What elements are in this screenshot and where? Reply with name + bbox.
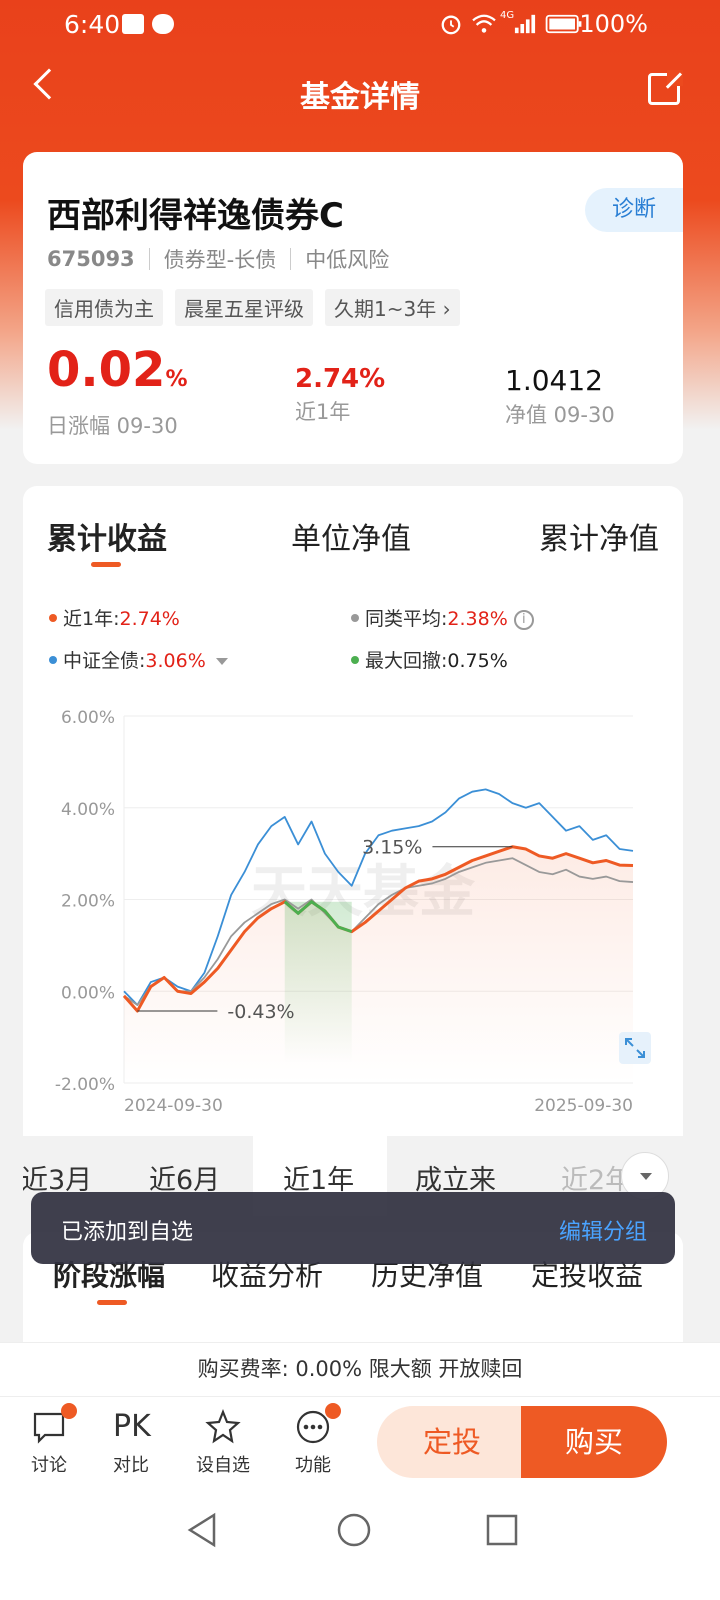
nav-recents-icon[interactable] bbox=[486, 1513, 518, 1547]
fund-tags: 信用债为主 晨星五星评级 久期1~3年 › bbox=[45, 289, 460, 326]
purchase-fee-info: 购买费率: 0.00% 限大额 开放赎回 bbox=[0, 1342, 720, 1396]
toast-message: 已添加到自选 编辑分组 bbox=[31, 1192, 675, 1264]
status-bar: 6:40 4G 100% bbox=[0, 0, 720, 48]
y-tick-label: 2.00% bbox=[61, 892, 115, 912]
active-section-indicator bbox=[97, 1300, 127, 1305]
page-title: 基金详情 bbox=[300, 80, 420, 115]
daily-change-label: 日涨幅 09-30 bbox=[47, 414, 178, 438]
nav-value: 1.0412 bbox=[505, 364, 603, 397]
notification-badge bbox=[61, 1403, 77, 1419]
divider bbox=[148, 248, 150, 270]
performance-chart-card: 累计收益 单位净值 累计净值 近1年:2.74% 同类平均:2.38% i 中证全… bbox=[23, 486, 683, 1136]
pk-icon: PK bbox=[113, 1409, 151, 1444]
chart-tabs: 累计收益 单位净值 累计净值 bbox=[23, 514, 683, 567]
daily-change-stat: 0.02% 日涨幅 09-30 bbox=[47, 342, 187, 440]
tab-period-gain[interactable]: 阶段涨幅 bbox=[53, 1259, 166, 1292]
wifi-icon bbox=[472, 14, 496, 33]
star-icon bbox=[205, 1409, 241, 1445]
toast-text: 已添加到自选 bbox=[61, 1220, 194, 1245]
expand-chart-icon[interactable] bbox=[619, 1032, 651, 1064]
index-line bbox=[123, 788, 634, 1006]
battery-level: 100% bbox=[579, 10, 648, 38]
y-tick-label: -2.00% bbox=[55, 1075, 115, 1095]
discuss-button[interactable]: 讨论 bbox=[14, 1403, 84, 1477]
battery-icon bbox=[545, 14, 582, 34]
buy-button[interactable]: 购买 bbox=[521, 1406, 667, 1478]
tab-return-analysis[interactable]: 收益分析 bbox=[211, 1259, 324, 1292]
y-tick-label: 4.00% bbox=[61, 800, 115, 820]
legend-dot bbox=[351, 655, 359, 664]
tab-unit-nav[interactable]: 单位净值 bbox=[291, 522, 411, 557]
app-header: 基金详情 bbox=[0, 55, 720, 125]
drawdown-line bbox=[283, 899, 353, 934]
one-year-label: 近1年 bbox=[295, 400, 351, 424]
legend-dot bbox=[49, 655, 57, 664]
legend-drawdown: 最大回撤:0.75% bbox=[351, 646, 508, 673]
bottom-action-bar: 讨论 PK 对比 设自选 功能 定投 购买 bbox=[0, 1396, 720, 1488]
tab-auto-invest-return[interactable]: 定投收益 bbox=[531, 1259, 644, 1292]
fund-meta: 675093 债券型-长债 中低风险 bbox=[47, 244, 389, 274]
alarm-icon bbox=[441, 15, 461, 35]
book-app-icon bbox=[122, 14, 144, 34]
range-3m[interactable]: 近3月 bbox=[23, 1165, 93, 1196]
wechat-icon bbox=[152, 14, 174, 34]
chat-bubble-icon bbox=[31, 1403, 77, 1445]
nav-label: 净值 09-30 bbox=[505, 403, 615, 427]
y-tick-label: 0.00% bbox=[61, 983, 115, 1003]
tab-cumulative-nav[interactable]: 累计净值 bbox=[539, 522, 659, 557]
range-6m[interactable]: 近6月 bbox=[149, 1165, 221, 1196]
info-icon[interactable]: i bbox=[513, 609, 534, 630]
chevron-down-icon[interactable] bbox=[215, 658, 228, 665]
range-2y[interactable]: 近2年 bbox=[561, 1165, 633, 1196]
nav-stat: 1.0412 净值 09-30 bbox=[505, 364, 615, 429]
more-dots-icon bbox=[295, 1403, 341, 1445]
x-tick-label: 2025-09-30 bbox=[534, 1096, 633, 1116]
daily-change-value: 0.02% bbox=[47, 342, 188, 398]
status-time: 6:40 bbox=[64, 10, 121, 39]
y-tick-label: 6.00% bbox=[61, 708, 115, 728]
drawdown-band bbox=[284, 901, 352, 1063]
one-year-value: 2.74% bbox=[295, 364, 386, 394]
nav-home-icon[interactable] bbox=[336, 1512, 372, 1548]
network-type: 4G bbox=[500, 10, 515, 21]
fund-summary-card: 西部利得祥逸债券C 诊断 675093 债券型-长债 中低风险 信用债为主 晨星… bbox=[23, 152, 683, 464]
share-icon[interactable] bbox=[648, 70, 683, 105]
x-tick-label: 2024-09-30 bbox=[124, 1096, 223, 1116]
compare-button[interactable]: PK 对比 bbox=[113, 1409, 151, 1476]
tab-history-nav[interactable]: 历史净值 bbox=[371, 1259, 484, 1292]
fund-code: 675093 bbox=[47, 247, 135, 271]
fund-line bbox=[122, 845, 634, 1013]
legend-dot bbox=[351, 613, 359, 622]
min-annotation: -0.43% bbox=[227, 1001, 294, 1023]
legend-index[interactable]: 中证全债:3.06% bbox=[49, 646, 228, 673]
range-since-inception[interactable]: 成立来 bbox=[415, 1165, 496, 1196]
system-navigation-bar bbox=[0, 1488, 720, 1600]
active-tab-indicator bbox=[91, 562, 121, 567]
return-chart[interactable]: 6.00% 4.00% 2.00% 0.00% -2.00% 2024-09-30 2025… bbox=[23, 686, 683, 1126]
nav-back-icon[interactable] bbox=[186, 1512, 218, 1548]
edit-group-link[interactable]: 编辑分组 bbox=[558, 1220, 647, 1245]
fund-name: 西部利得祥逸债券C bbox=[47, 196, 344, 236]
legend-dot bbox=[49, 613, 57, 622]
auto-invest-button[interactable]: 定投 bbox=[377, 1406, 527, 1478]
peer-average-line bbox=[123, 857, 634, 1006]
tag-rating: 晨星五星评级 bbox=[175, 289, 313, 326]
legend-fund: 近1年:2.74% bbox=[49, 604, 180, 631]
signal-icon bbox=[514, 14, 536, 34]
functions-button[interactable]: 功能 bbox=[278, 1403, 348, 1477]
add-watchlist-button[interactable]: 设自选 bbox=[188, 1409, 258, 1477]
legend-peer: 同类平均:2.38% i bbox=[351, 604, 534, 631]
diagnose-button[interactable]: 诊断 bbox=[585, 188, 683, 232]
fund-risk: 中低风险 bbox=[305, 248, 390, 272]
one-year-stat: 2.74% 近1年 bbox=[295, 364, 385, 426]
notification-badge bbox=[325, 1403, 341, 1419]
tag-credit: 信用债为主 bbox=[45, 289, 163, 326]
tag-duration[interactable]: 久期1~3年 › bbox=[325, 289, 460, 326]
tab-cumulative-return[interactable]: 累计收益 bbox=[47, 522, 167, 557]
divider bbox=[290, 248, 292, 270]
range-1y[interactable]: 近1年 bbox=[283, 1165, 355, 1196]
max-annotation: 3.15% bbox=[362, 837, 422, 859]
fund-area bbox=[124, 846, 633, 1083]
fund-type: 债券型-长债 bbox=[163, 248, 277, 272]
